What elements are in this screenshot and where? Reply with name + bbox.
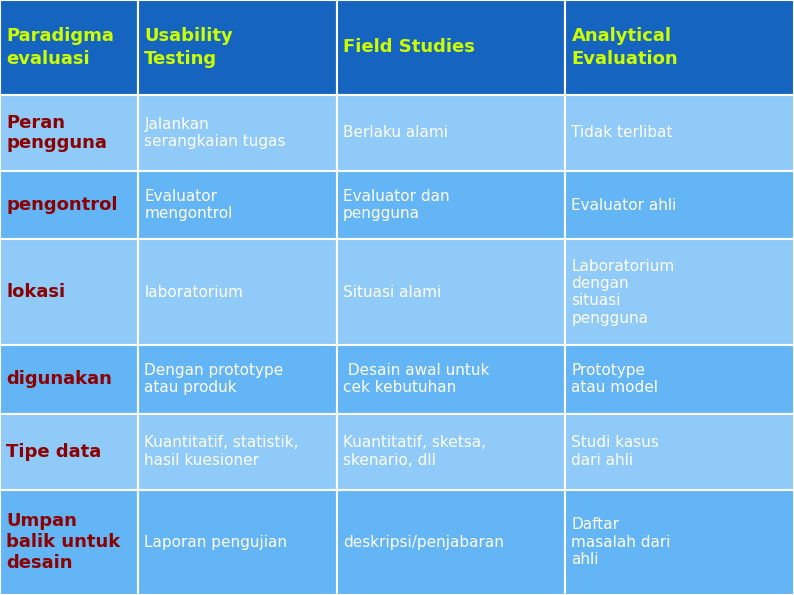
Bar bbox=[0, 0, 138, 95]
Bar bbox=[565, 95, 794, 171]
Bar bbox=[337, 490, 565, 595]
Bar bbox=[0, 345, 138, 414]
Text: Daftar
masalah dari
ahli: Daftar masalah dari ahli bbox=[572, 517, 671, 567]
Bar bbox=[337, 239, 565, 345]
Bar bbox=[0, 171, 138, 239]
Text: Laboratorium
dengan
situasi
pengguna: Laboratorium dengan situasi pengguna bbox=[572, 259, 675, 326]
Bar bbox=[138, 0, 337, 95]
Bar bbox=[337, 95, 565, 171]
Text: Studi kasus
dari ahli: Studi kasus dari ahli bbox=[572, 436, 659, 468]
Bar bbox=[337, 171, 565, 239]
Bar bbox=[0, 414, 138, 490]
Text: Peran
pengguna: Peran pengguna bbox=[6, 114, 107, 152]
Text: Dengan prototype
atau produk: Dengan prototype atau produk bbox=[145, 363, 283, 396]
Text: Evaluator ahli: Evaluator ahli bbox=[572, 198, 676, 212]
Bar bbox=[337, 414, 565, 490]
Text: digunakan: digunakan bbox=[6, 370, 112, 389]
Text: Tipe data: Tipe data bbox=[6, 443, 102, 461]
Bar bbox=[565, 490, 794, 595]
Bar bbox=[565, 171, 794, 239]
Bar bbox=[565, 414, 794, 490]
Text: Jalankan
serangkaian tugas: Jalankan serangkaian tugas bbox=[145, 117, 286, 149]
Bar bbox=[565, 0, 794, 95]
Text: Laporan pengujian: Laporan pengujian bbox=[145, 535, 287, 550]
Text: Analytical
Evaluation: Analytical Evaluation bbox=[572, 27, 678, 68]
Text: Situasi alami: Situasi alami bbox=[343, 285, 441, 300]
Text: pengontrol: pengontrol bbox=[6, 196, 118, 214]
Bar bbox=[138, 239, 337, 345]
Text: Berlaku alami: Berlaku alami bbox=[343, 126, 448, 140]
Bar bbox=[0, 490, 138, 595]
Text: Paradigma
evaluasi: Paradigma evaluasi bbox=[6, 27, 114, 68]
Text: Evaluator dan
pengguna: Evaluator dan pengguna bbox=[343, 189, 449, 221]
Bar bbox=[565, 345, 794, 414]
Text: Tidak terlibat: Tidak terlibat bbox=[572, 126, 673, 140]
Text: lokasi: lokasi bbox=[6, 283, 65, 301]
Bar bbox=[565, 239, 794, 345]
Text: Kuantitatif, sketsa,
skenario, dll: Kuantitatif, sketsa, skenario, dll bbox=[343, 436, 486, 468]
Text: Field Studies: Field Studies bbox=[343, 39, 475, 57]
Text: Prototype
atau model: Prototype atau model bbox=[572, 363, 658, 396]
Text: Desain awal untuk
cek kebutuhan: Desain awal untuk cek kebutuhan bbox=[343, 363, 489, 396]
Text: Umpan
balik untuk
desain: Umpan balik untuk desain bbox=[6, 512, 120, 572]
Text: laboratorium: laboratorium bbox=[145, 285, 243, 300]
Bar bbox=[337, 345, 565, 414]
Bar bbox=[138, 171, 337, 239]
Text: Usability
Testing: Usability Testing bbox=[145, 27, 233, 68]
Text: Kuantitatif, statistik,
hasil kuesioner: Kuantitatif, statistik, hasil kuesioner bbox=[145, 436, 299, 468]
Text: deskripsi/penjabaran: deskripsi/penjabaran bbox=[343, 535, 503, 550]
Bar bbox=[0, 239, 138, 345]
Bar bbox=[138, 490, 337, 595]
Bar bbox=[138, 414, 337, 490]
Bar bbox=[138, 345, 337, 414]
Text: Evaluator
mengontrol: Evaluator mengontrol bbox=[145, 189, 233, 221]
Bar bbox=[0, 95, 138, 171]
Bar bbox=[337, 0, 565, 95]
Bar bbox=[138, 95, 337, 171]
